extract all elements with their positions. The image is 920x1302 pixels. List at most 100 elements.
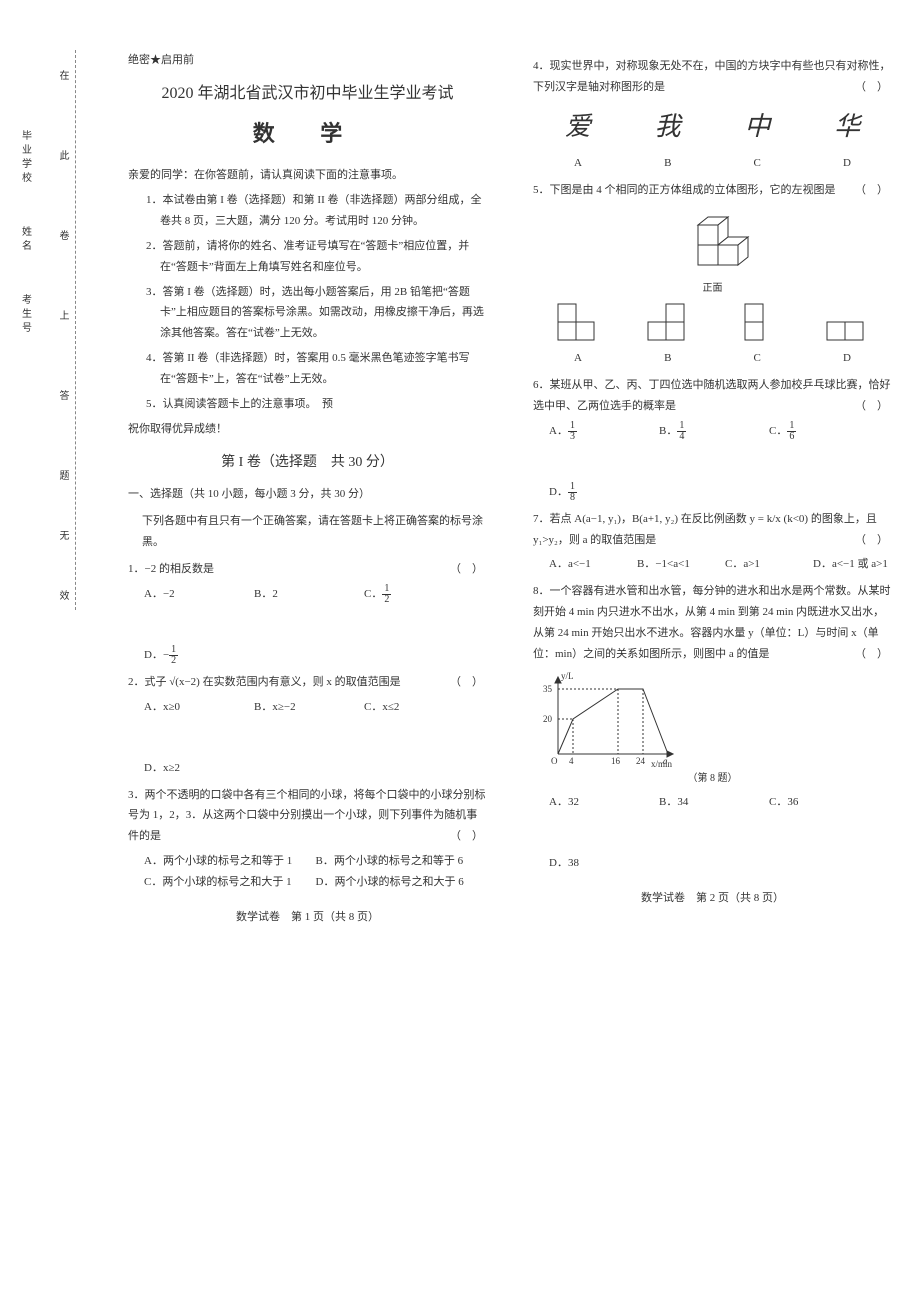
q2-A: A．x≥0 — [144, 697, 214, 718]
part-1-head: 一、选择题（共 10 小题，每小题 3 分，共 30 分） — [128, 484, 487, 505]
q4-letter-D: D — [843, 153, 851, 174]
q5-views-row — [533, 302, 892, 346]
q5-iso-figure — [533, 205, 892, 275]
binding-char-2: 卷 — [55, 230, 70, 240]
instruction-1: 1．本试卷由第 I 卷（选择题）和第 II 卷（非选择题）两部分组成，全卷共 8… — [146, 190, 487, 232]
q6-A: A．13 — [549, 421, 619, 442]
q5-text: 5．下图是由 4 个相同的正方体组成的立体图形，它的左视图是 — [533, 184, 836, 196]
instruction-2: 2．答题前，请将你的姓名、准考证号填写在“答题卡”相应位置，并在“答题卡”背面左… — [146, 236, 487, 278]
chart-ylabel: y/L — [561, 671, 574, 681]
q7-options: A．a<−1 B．−1<a<1 C．a>1 D．a<−1 或 a>1 — [533, 554, 892, 575]
q7-B: B．−1<a<1 — [637, 554, 707, 575]
chart-y20: 20 — [543, 714, 553, 724]
question-5: 5．下图是由 4 个相同的正方体组成的立体图形，它的左视图是 （ ） — [533, 180, 892, 201]
q5-view-B — [646, 302, 690, 346]
q4-hanzi-row: 爱 我 中 华 — [533, 102, 892, 151]
student-info-column: 毕业学校 姓名 考生号 — [20, 50, 30, 620]
binding-dash-line — [75, 50, 76, 610]
id-label: 考生号 — [18, 294, 33, 336]
q4-text: 4．现实世界中，对称现象无处不在，中国的方块字中有些也只有对称性，下列汉字是轴对… — [533, 60, 891, 93]
chart-xlabel: x/min — [651, 759, 673, 769]
instruction-5: 5．认真阅读答题卡上的注意事项。 预 — [146, 394, 487, 415]
page-2: 4．现实世界中，对称现象无处不在，中国的方块字中有些也只有对称性，下列汉字是轴对… — [525, 50, 900, 620]
q6-C: C．16 — [769, 421, 839, 442]
q3-D: D．两个小球的标号之和大于 6 — [316, 872, 488, 893]
good-luck: 祝你取得优异成绩！ — [128, 419, 487, 440]
chart-y35: 35 — [543, 684, 553, 694]
q4-hanzi-D: 华 — [834, 102, 860, 151]
q3-text: 3．两个不透明的口袋中各有三个相同的小球，将每个口袋中的小球分别标号为 1，2，… — [128, 789, 486, 843]
q5-view-D — [825, 302, 869, 346]
q1-C: C．12 — [364, 584, 434, 605]
q4-letter-A: A — [574, 153, 582, 174]
q7-D: D．a<−1 或 a>1 — [813, 554, 888, 575]
page-container: 毕业学校 姓名 考生号 在 此 卷 上 答 题 无 效 绝密★启用前 2020 … — [0, 0, 920, 640]
q1-text: 1．−2 的相反数是 — [128, 563, 214, 575]
footer-page-1: 数学试卷 第 1 页（共 8 页） — [128, 907, 487, 928]
question-7: 7．若点 A(a−1, y₁)，B(a+1, y₂) 在反比例函数 y = k/… — [533, 509, 892, 551]
q4-hanzi-C: 中 — [744, 102, 770, 151]
q7-text: 7．若点 A(a−1, y₁)，B(a+1, y₂) 在反比例函数 y = k/… — [533, 513, 877, 546]
instructions-list: 1．本试卷由第 I 卷（选择题）和第 II 卷（非选择题）两部分组成，全卷共 8… — [128, 190, 487, 415]
q4-hanzi-B: 我 — [655, 102, 681, 151]
q2-paren: （ ） — [450, 672, 483, 693]
q4-letter-C: C — [754, 153, 761, 174]
q8-text: 8．一个容器有进水管和出水管，每分钟的进水和出水是两个常数。从某时刻开始 4 m… — [533, 585, 891, 660]
q2-C: C．x≤2 — [364, 697, 434, 718]
q5-letter-row: A B C D — [533, 348, 892, 369]
q5-letter-A: A — [574, 348, 582, 369]
q2-B: B．x≥−2 — [254, 697, 324, 718]
q8-options: A．32 B．34 C．36 D．38 — [533, 792, 892, 874]
q2-text: 2．式子 √(x−2) 在实数范围内有意义，则 x 的取值范围是 — [128, 676, 401, 688]
q8-C: C．36 — [769, 792, 839, 813]
q3-options: A．两个小球的标号之和等于 1 B．两个小球的标号之和等于 6 C．两个小球的标… — [128, 851, 487, 893]
q6-B: B．14 — [659, 421, 729, 442]
footer-page-2: 数学试卷 第 2 页（共 8 页） — [533, 888, 892, 909]
q1-paren: （ ） — [450, 559, 483, 580]
instruction-4: 4．答第 II 卷（非选择题）时，答案用 0.5 毫米黑色笔迹签字笔书写在“答题… — [146, 348, 487, 390]
binding-char-3: 上 — [55, 310, 70, 320]
q3-B: B．两个小球的标号之和等于 6 — [316, 851, 488, 872]
chart-x0: O — [551, 756, 558, 766]
q3-A: A．两个小球的标号之和等于 1 — [144, 851, 316, 872]
iso-cube-icon — [668, 205, 758, 275]
q1-options: A．−2 B．2 C．12 D．−12 — [128, 584, 487, 666]
q7-paren: （ ） — [855, 530, 888, 551]
binding-column: 在 此 卷 上 答 题 无 效 — [60, 50, 90, 620]
chart-x24: 24 — [636, 756, 646, 766]
binding-char-5: 题 — [55, 470, 70, 480]
question-6: 6．某班从甲、乙、丙、丁四位选中随机选取两人参加校乒乓球比赛，恰好选中甲、乙两位… — [533, 375, 892, 417]
q4-paren: （ ） — [855, 77, 888, 98]
q5-view-A — [556, 302, 600, 346]
intro-text: 亲爱的同学：在你答题前，请认真阅读下面的注意事项。 — [128, 165, 487, 186]
question-3: 3．两个不透明的口袋中各有三个相同的小球，将每个口袋中的小球分别标号为 1，2，… — [128, 785, 487, 848]
q3-C: C．两个小球的标号之和大于 1 — [144, 872, 316, 893]
binding-char-7: 效 — [55, 590, 70, 600]
q2-D: D．x≥2 — [144, 758, 214, 779]
q2-options: A．x≥0 B．x≥−2 C．x≤2 D．x≥2 — [128, 697, 487, 779]
q6-D: D．18 — [549, 482, 619, 503]
instruction-3: 3．答第 I 卷（选择题）时，选出每小题答案后，用 2B 铅笔把“答题卡”上相应… — [146, 282, 487, 345]
chart-x16: 16 — [611, 756, 621, 766]
q8-D: D．38 — [549, 853, 619, 874]
question-1: 1．−2 的相反数是 （ ） — [128, 559, 487, 580]
binding-char-6: 无 — [55, 530, 70, 540]
q5-letter-C: C — [754, 348, 761, 369]
binding-char-4: 答 — [55, 390, 70, 400]
q1-D: D．−12 — [144, 645, 214, 666]
q8-caption: （第 8 题） — [533, 769, 892, 788]
q6-options: A．13 B．14 C．16 D．18 — [533, 421, 892, 503]
subject-title: 数 学 — [128, 113, 487, 155]
q8-A: A．32 — [549, 792, 619, 813]
school-label: 毕业学校 — [18, 130, 33, 186]
name-label: 姓名 — [18, 226, 33, 254]
q8-paren: （ ） — [855, 644, 888, 665]
secret-mark: 绝密★启用前 — [128, 50, 487, 71]
q1-B: B．2 — [254, 584, 324, 605]
chart-x4: 4 — [569, 756, 574, 766]
q5-front-label: 正面 — [533, 279, 892, 298]
question-8: 8．一个容器有进水管和出水管，每分钟的进水和出水是两个常数。从某时刻开始 4 m… — [533, 581, 892, 665]
q4-hanzi-A: 爱 — [565, 102, 591, 151]
q4-letter-row: A B C D — [533, 153, 892, 174]
q1-A: A．−2 — [144, 584, 214, 605]
